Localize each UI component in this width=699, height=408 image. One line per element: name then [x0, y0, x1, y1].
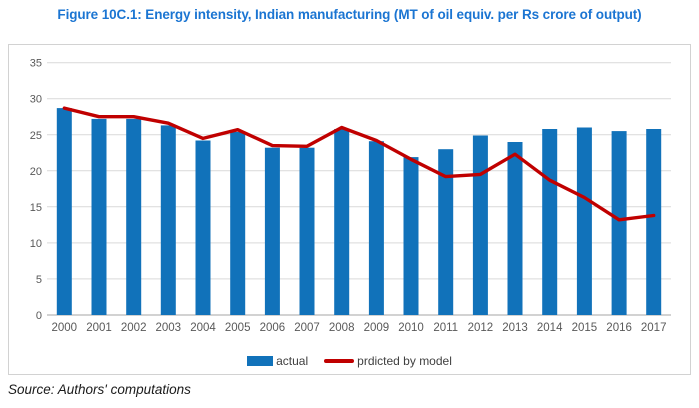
svg-text:10: 10 [30, 238, 42, 250]
svg-text:30: 30 [30, 94, 42, 106]
source-note: Source: Authors' computations [8, 382, 191, 397]
legend-item-predicted: prdicted by model [324, 354, 452, 368]
chart-legend: actual prdicted by model [9, 354, 690, 368]
svg-text:2000: 2000 [52, 322, 78, 334]
svg-text:2016: 2016 [606, 322, 632, 334]
svg-text:5: 5 [36, 274, 42, 286]
chart-frame: 0 5 10 15 20 25 30 35 2000 2001 2002 2003 2004 2005 20… [8, 44, 691, 375]
legend-predicted-swatch [324, 359, 355, 363]
svg-text:2013: 2013 [502, 322, 528, 334]
legend-actual-swatch [247, 356, 274, 366]
legend-actual-label: actual [276, 354, 309, 368]
svg-text:2004: 2004 [190, 322, 216, 334]
svg-text:35: 35 [30, 58, 42, 70]
figure-title: Figure 10C.1: Energy intensity, Indian m… [57, 7, 642, 22]
chart-plot: 0 5 10 15 20 25 30 35 2000 2001 2002 2003 2004 2005 20… [30, 58, 671, 334]
svg-text:2005: 2005 [225, 322, 251, 334]
svg-text:2002: 2002 [121, 322, 147, 334]
svg-text:2006: 2006 [260, 322, 286, 334]
svg-text:2001: 2001 [86, 322, 112, 334]
svg-text:2007: 2007 [294, 322, 320, 334]
svg-text:2014: 2014 [537, 322, 563, 334]
svg-text:2003: 2003 [156, 322, 182, 334]
svg-text:2010: 2010 [398, 322, 424, 334]
svg-text:2008: 2008 [329, 322, 355, 334]
svg-text:25: 25 [30, 130, 42, 142]
svg-text:2012: 2012 [468, 322, 494, 334]
legend-item-actual: actual [247, 354, 308, 368]
svg-text:2009: 2009 [364, 322, 390, 334]
svg-text:2011: 2011 [433, 322, 458, 334]
svg-text:2015: 2015 [572, 322, 598, 334]
svg-text:0: 0 [36, 310, 42, 322]
legend-predicted-label: prdicted by model [357, 354, 452, 368]
svg-text:20: 20 [30, 166, 42, 178]
svg-text:15: 15 [30, 202, 42, 214]
svg-text:2017: 2017 [641, 322, 667, 334]
